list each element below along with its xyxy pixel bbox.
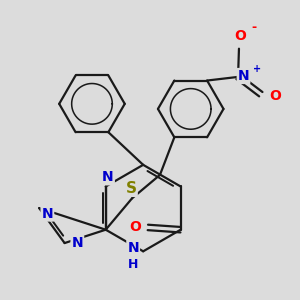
Text: N: N	[42, 206, 53, 220]
Text: O: O	[269, 89, 281, 103]
Text: O: O	[129, 220, 141, 234]
Text: N: N	[102, 170, 114, 184]
Text: N: N	[238, 69, 249, 83]
Text: S: S	[126, 181, 136, 196]
Text: +: +	[253, 64, 261, 74]
Text: N: N	[127, 241, 139, 255]
Text: -: -	[251, 21, 256, 34]
Text: O: O	[234, 29, 246, 43]
Text: N: N	[71, 236, 83, 250]
Text: H: H	[128, 258, 138, 271]
